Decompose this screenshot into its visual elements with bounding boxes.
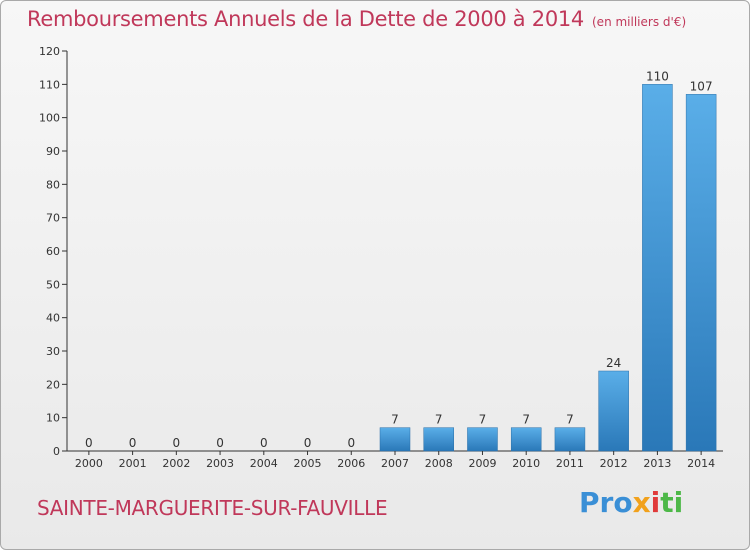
x-tick-label: 2005	[294, 457, 322, 470]
bar-value-label: 7	[435, 413, 443, 427]
y-tick-label: 100	[39, 112, 60, 125]
bar	[379, 427, 411, 452]
x-tick-label: 2000	[75, 457, 103, 470]
y-tick-label: 0	[53, 445, 60, 458]
logo-part-3: i	[650, 486, 661, 519]
y-tick-label: 80	[46, 178, 60, 191]
chart-unit: (en milliers d'€)	[592, 15, 687, 29]
x-tick-label: 2009	[468, 457, 496, 470]
x-tick-label: 2006	[337, 457, 365, 470]
y-tick-label: 40	[46, 312, 60, 325]
y-tick-label: 50	[46, 278, 60, 291]
x-tick-label: 2010	[512, 457, 540, 470]
x-tick-label: 2002	[162, 457, 190, 470]
x-tick-label: 2012	[600, 457, 628, 470]
bar	[642, 84, 673, 452]
bar	[598, 370, 629, 452]
logo-part-4: ti	[660, 486, 684, 519]
y-tick-label: 110	[39, 78, 60, 91]
bar-value-label: 0	[347, 436, 355, 450]
x-tick-label: 2001	[119, 457, 147, 470]
bar-value-label: 0	[85, 436, 93, 450]
y-tick-label: 70	[46, 212, 60, 225]
bar-value-label: 0	[129, 436, 137, 450]
logo-part-2: x	[632, 486, 651, 519]
bar	[467, 427, 498, 452]
bar-value-label: 7	[522, 413, 530, 427]
bar-value-label: 0	[304, 436, 312, 450]
bar-value-label: 7	[566, 413, 574, 427]
bar-value-label: 7	[391, 413, 399, 427]
proxiti-logo: Proxiti	[579, 486, 683, 519]
bar	[510, 427, 542, 452]
commune-name: SAINTE-MARGUERITE-SUR-FAUVILLE	[37, 496, 388, 520]
x-tick-label: 2003	[206, 457, 234, 470]
bar-value-label: 24	[606, 356, 621, 370]
bar	[423, 427, 454, 452]
bar-value-label: 0	[173, 436, 181, 450]
bar-value-label: 107	[690, 79, 713, 93]
logo-part-1: Pro	[579, 486, 633, 519]
x-tick-label: 2014	[687, 457, 715, 470]
bar-value-label: 0	[260, 436, 268, 450]
bar-value-label: 110	[646, 69, 669, 83]
x-tick-label: 2011	[556, 457, 584, 470]
x-tick-label: 2008	[425, 457, 453, 470]
y-tick-label: 10	[46, 412, 60, 425]
chart-title-text: Remboursements Annuels de la Dette de 20…	[27, 7, 584, 31]
x-tick-label: 2007	[381, 457, 409, 470]
bar	[685, 94, 717, 452]
bar-value-label: 7	[479, 413, 487, 427]
y-tick-label: 20	[46, 378, 60, 391]
x-tick-label: 2013	[643, 457, 671, 470]
y-tick-label: 30	[46, 345, 60, 358]
y-tick-label: 90	[46, 145, 60, 158]
y-tick-label: 120	[39, 45, 60, 58]
y-tick-label: 60	[46, 245, 60, 258]
x-tick-label: 2004	[250, 457, 278, 470]
bar	[554, 427, 586, 452]
bar-value-label: 0	[216, 436, 224, 450]
chart-title: Remboursements Annuels de la Dette de 20…	[27, 7, 686, 31]
